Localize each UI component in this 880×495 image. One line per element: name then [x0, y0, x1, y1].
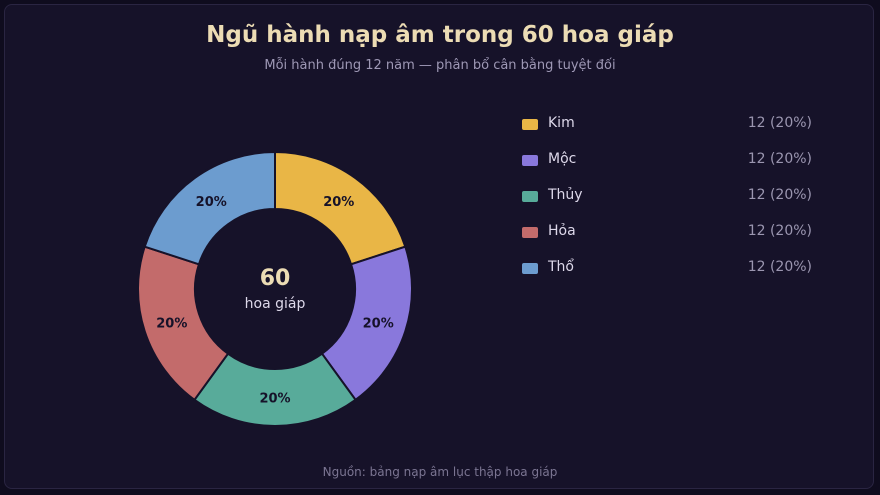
source-note: Nguồn: bảng nạp âm lục thập hoa giáp	[322, 465, 558, 479]
legend-label: Thủy	[548, 187, 583, 203]
legend-swatch	[522, 191, 538, 202]
legend-value: 12 (20%)	[747, 259, 812, 275]
legend-label: Mộc	[548, 151, 577, 167]
legend-label: Hỏa	[548, 223, 576, 239]
slice-label: 20%	[156, 317, 187, 332]
legend-value: 12 (20%)	[747, 223, 812, 239]
legend-label: Kim	[548, 115, 575, 131]
slice-label: 20%	[196, 195, 227, 210]
legend-item-tho[interactable]: Thổ 12 (20%)	[522, 259, 812, 295]
chart-subtitle: Mỗi hành đúng 12 năm — phân bổ cân bằng …	[264, 58, 616, 73]
chart-title: Ngũ hành nạp âm trong 60 hoa giáp	[206, 22, 674, 48]
legend-swatch	[522, 227, 538, 238]
center-caption: hoa giáp	[245, 296, 306, 312]
slice-thổ[interactable]	[143, 150, 276, 266]
slice-label: 20%	[363, 317, 394, 332]
legend-value: 12 (20%)	[747, 151, 812, 167]
legend-value: 12 (20%)	[747, 115, 812, 131]
legend-item-kim[interactable]: Kim 12 (20%)	[522, 115, 812, 151]
slice-label: 20%	[259, 392, 290, 407]
legend-swatch	[522, 263, 538, 274]
legend-label: Thổ	[548, 259, 574, 275]
legend-item-thuy[interactable]: Thủy 12 (20%)	[522, 187, 812, 223]
legend-value: 12 (20%)	[747, 187, 812, 203]
legend: Kim 12 (20%) Mộc 12 (20%) Thủy 12 (20%) …	[522, 115, 812, 295]
slice-label: 20%	[323, 195, 354, 210]
legend-item-hoa[interactable]: Hỏa 12 (20%)	[522, 223, 812, 259]
legend-swatch	[522, 155, 538, 166]
center-total: 60	[260, 266, 291, 291]
legend-item-moc[interactable]: Mộc 12 (20%)	[522, 151, 812, 187]
legend-swatch	[522, 119, 538, 130]
